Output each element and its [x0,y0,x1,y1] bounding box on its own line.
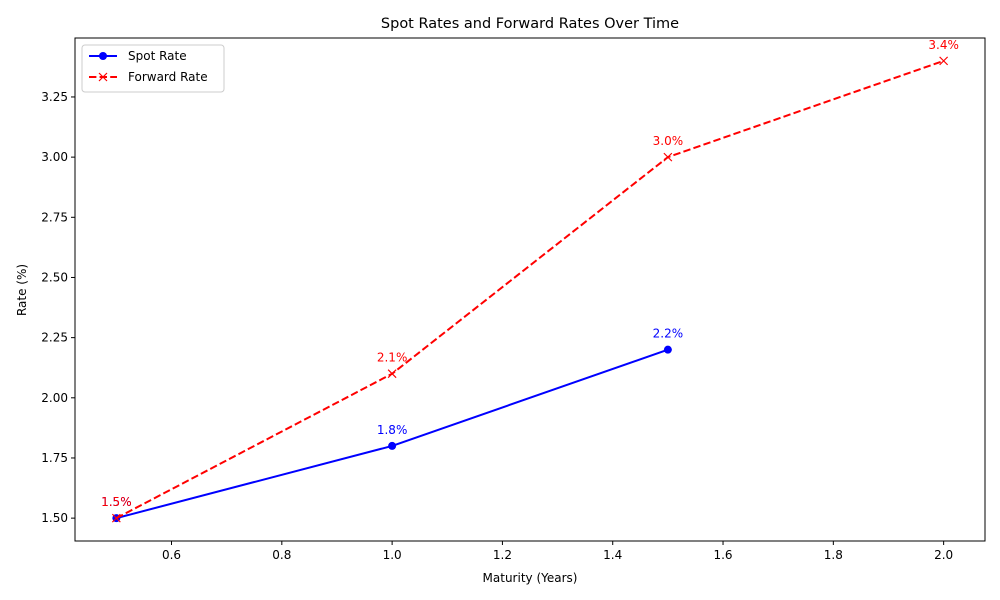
y-tick-label: 3.00 [41,150,68,164]
y-axis-title: Rate (%) [15,264,29,316]
x-tick-label: 1.0 [383,548,402,562]
forward-rate-point [663,152,673,162]
forward-rate-data-label: 3.4% [928,38,959,52]
y-tick-label: 3.25 [41,90,68,104]
y-tick-label: 2.50 [41,270,68,284]
x-tick-label: 2.0 [934,548,953,562]
forward-rate-point [939,56,949,66]
y-tick-label: 2.75 [41,210,68,224]
forward-rate-data-label: 2.1% [377,351,408,365]
forward-rate-legend-marker [98,72,108,82]
y-tick-label: 1.75 [41,451,68,465]
x-axis-title: Maturity (Years) [483,571,578,585]
forward-rate-line [115,59,944,520]
y-tick-label: 2.00 [41,391,68,405]
axis-ticks: 0.6 0.8 1.0 1.2 1.4 1.6 1.8 2.0 1.50 1.75 2.00 2.25… [41,90,953,562]
forward-rate-data-label: 3.0% [653,134,684,148]
forward-rate-point [387,369,397,379]
chart-title: Spot Rates and Forward Rates Over Time [381,16,679,32]
forward-rate-point [111,513,121,523]
spot-rate-point [663,345,672,354]
x-tick-label: 1.2 [493,548,512,562]
plot-marks: 1.5%1.8%2.2%1.5%2.1%3.0%3.4% [101,38,959,523]
plot-frame [74,37,986,542]
y-tick-label: 1.50 [41,511,68,525]
legend-box [81,44,225,93]
spot-rate-legend-marker [99,52,107,60]
spot-rate-point [388,441,397,450]
spot-rate-data-label: 2.2% [653,327,684,341]
y-tick-label: 2.25 [41,331,68,345]
legend: Spot Rate Forward Rate [81,44,225,93]
x-tick-label: 1.6 [713,548,732,562]
x-tick-label: 0.8 [272,548,291,562]
x-tick-label: 1.8 [824,548,843,562]
x-tick-label: 1.4 [603,548,622,562]
forward-rate-legend-label: Forward Rate [128,70,208,84]
spot-rate-legend-label: Spot Rate [128,49,187,63]
spot-rate-data-label: 1.5% [101,495,132,509]
x-tick-label: 0.6 [162,548,181,562]
spot-rate-data-label: 1.8% [377,423,408,437]
forward-rate-data-label: 1.5% [101,495,132,509]
